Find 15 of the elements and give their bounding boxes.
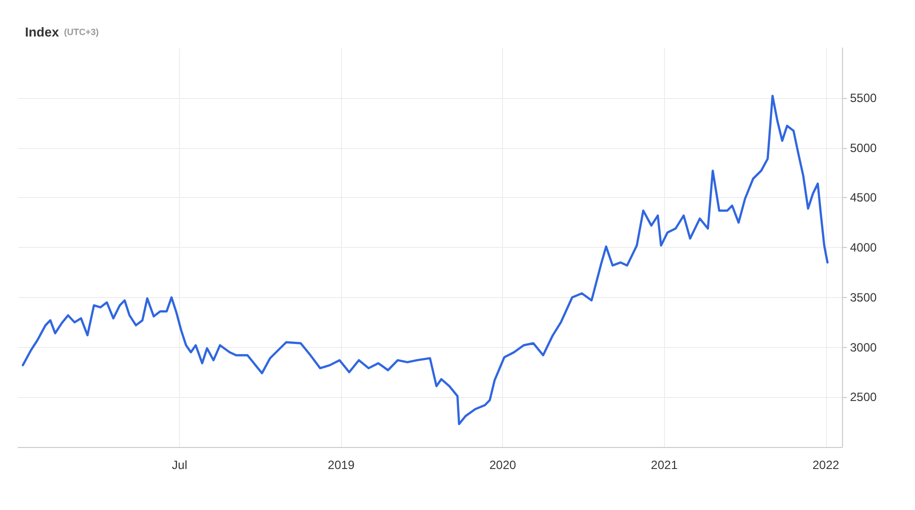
x-tick-label: 2019 bbox=[328, 458, 355, 472]
chart-subtitle: (UTC+3) bbox=[64, 27, 99, 37]
line-series bbox=[22, 94, 829, 426]
y-tick-label: 5000 bbox=[850, 140, 878, 155]
y-tick-label: 5500 bbox=[850, 90, 878, 105]
y-tick-label: 3000 bbox=[850, 340, 878, 354]
y-tick-label: 4500 bbox=[850, 190, 878, 205]
chart-title: Index bbox=[25, 24, 60, 40]
y-tick-label: 4000 bbox=[850, 240, 878, 254]
x-tick-label: 2021 bbox=[650, 458, 678, 472]
y-tick-label: 2500 bbox=[850, 390, 878, 404]
x-tick-label: Jul bbox=[172, 458, 188, 472]
y-tick-label: 3500 bbox=[850, 290, 878, 304]
x-tick-label: 2020 bbox=[489, 458, 516, 472]
x-tick-label: 2022 bbox=[812, 458, 840, 472]
